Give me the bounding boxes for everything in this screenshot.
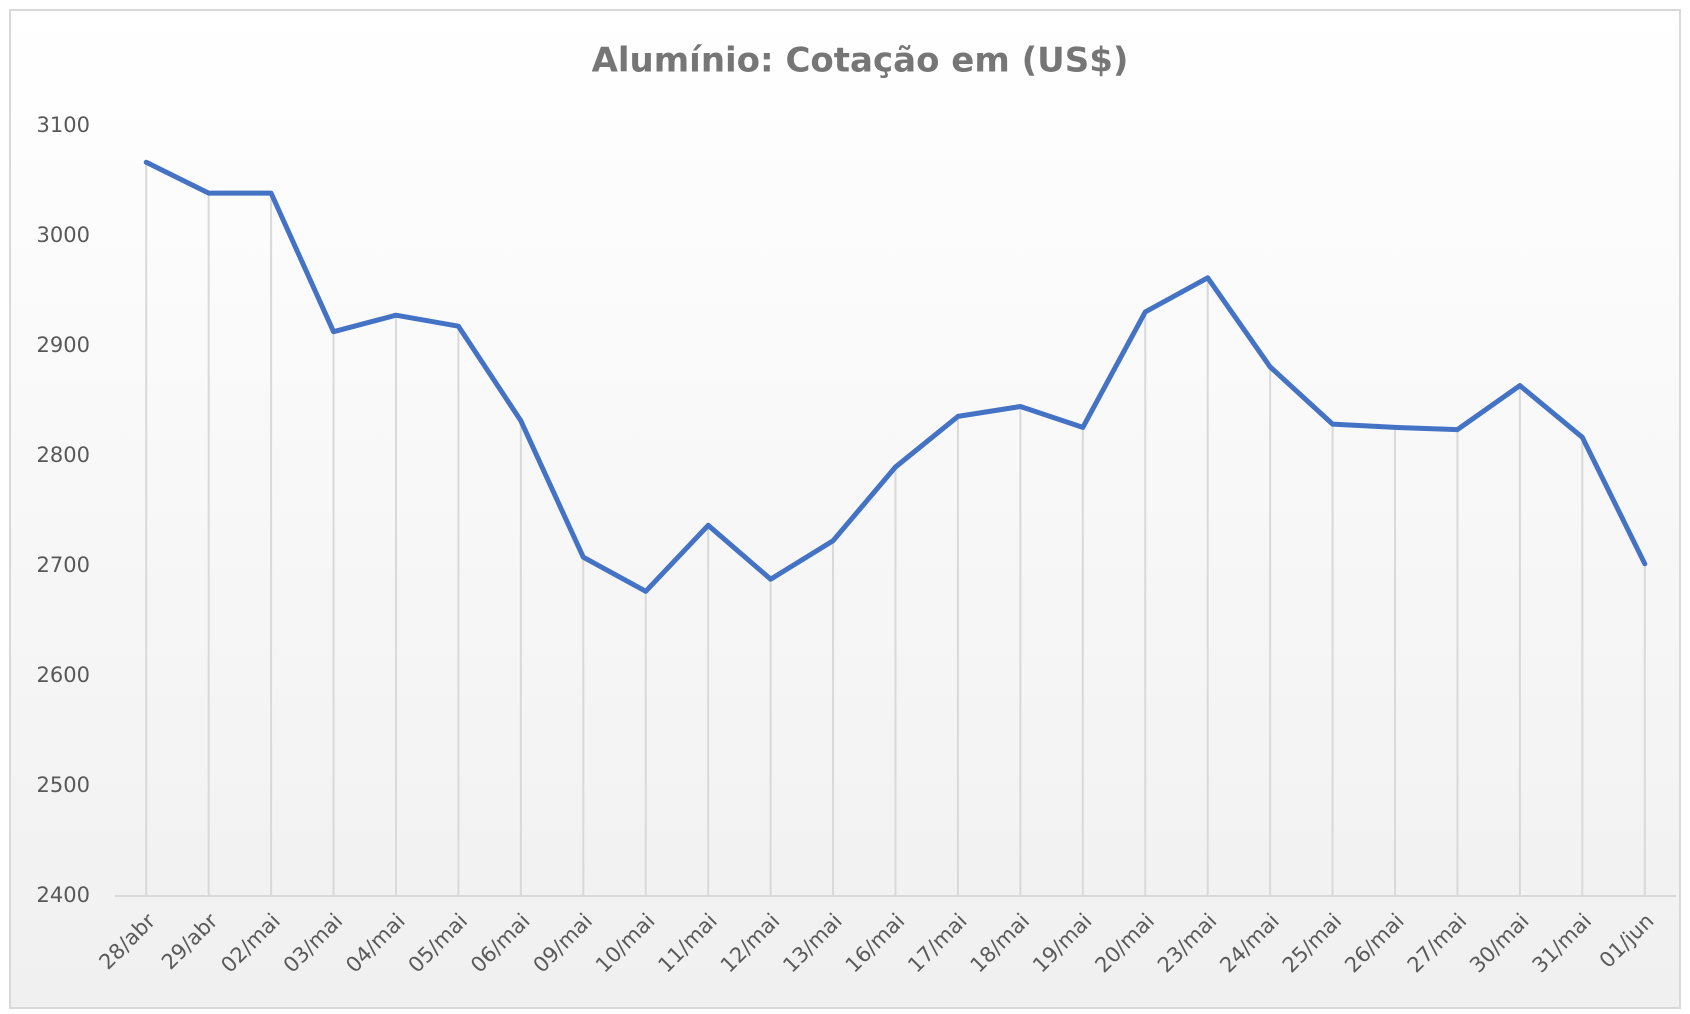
y-tick-label: 2700	[37, 553, 90, 577]
y-tick-label: 2600	[37, 663, 90, 687]
y-tick-label: 3000	[37, 223, 90, 247]
y-tick-label: 3100	[37, 113, 90, 137]
line-series	[143, 159, 1648, 594]
y-tick-label: 2500	[37, 773, 90, 797]
chart-frame	[9, 9, 1681, 1009]
y-tick-label: 2800	[37, 443, 90, 467]
y-tick-label: 2900	[37, 333, 90, 357]
y-tick-label: 2400	[37, 883, 90, 907]
chart-title: Alumínio: Cotação em (US$)	[592, 41, 1129, 81]
